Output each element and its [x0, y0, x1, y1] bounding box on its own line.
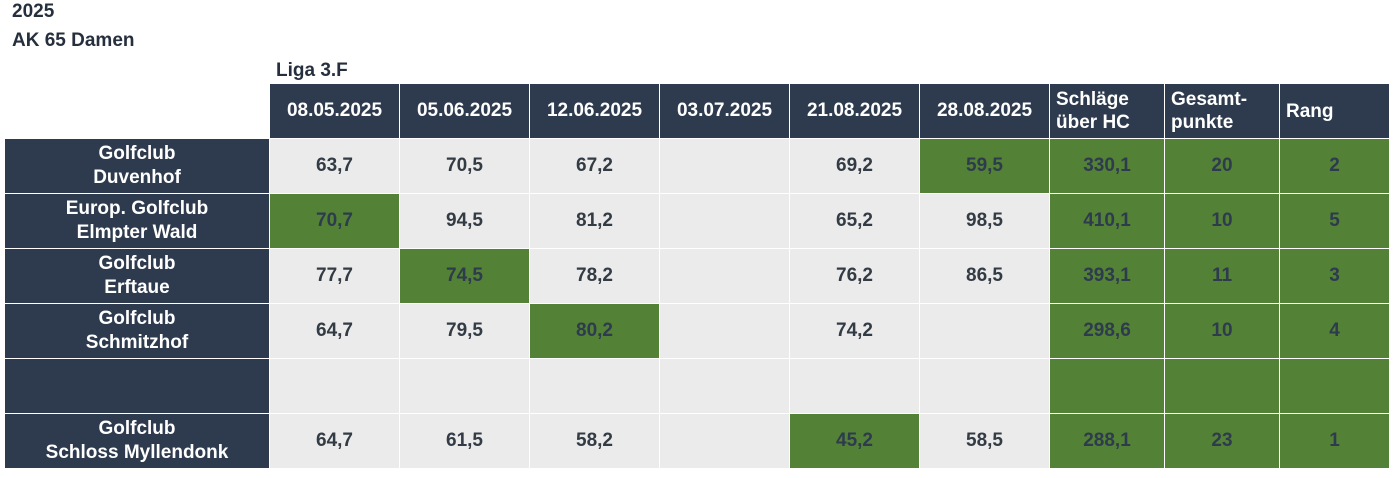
- header-row: 08.05.2025 05.06.2025 12.06.2025 03.07.2…: [4, 83, 1390, 139]
- points-cell: 10: [1164, 303, 1280, 359]
- club-name-line1: Golfclub: [98, 143, 176, 164]
- points-header-line1: Gesamt-: [1171, 89, 1248, 110]
- rank-cell: 5: [1279, 193, 1390, 249]
- date-header: 05.06.2025: [399, 83, 530, 139]
- club-name-line1: Golfclub: [98, 418, 176, 439]
- strokes-cell: [1049, 358, 1165, 414]
- club-name-line1: Golfclub: [98, 253, 176, 274]
- table-row: [4, 358, 1390, 414]
- best-score-cell: 74,5: [399, 248, 530, 304]
- club-name-line2: Erftaue: [104, 277, 170, 298]
- points-cell: [1164, 358, 1280, 414]
- strokes-cell: 410,1: [1049, 193, 1165, 249]
- table-row: Golfclub Erftaue 77,7 74,5 78,2 76,2 86,…: [4, 248, 1390, 304]
- score-cell: 63,7: [269, 138, 400, 194]
- score-cell: 58,2: [529, 413, 660, 469]
- points-header: Gesamt- punkte: [1164, 83, 1280, 139]
- score-cell: 67,2: [529, 138, 660, 194]
- club-name-line2: Elmpter Wald: [76, 222, 198, 243]
- score-cell: 70,5: [399, 138, 530, 194]
- table-row: Golfclub Duvenhof 63,7 70,5 67,2 69,2 59…: [4, 138, 1390, 194]
- score-cell: 64,7: [269, 303, 400, 359]
- club-name-line1: Golfclub: [98, 308, 176, 329]
- score-cell: 64,7: [269, 413, 400, 469]
- league-label: Liga 3.F: [276, 60, 348, 81]
- table-row: Golfclub Schmitzhof 64,7 79,5 80,2 74,2 …: [4, 303, 1390, 359]
- date-header: 12.06.2025: [529, 83, 660, 139]
- age-class-title: AK 65 Damen: [12, 30, 135, 51]
- score-cell: [659, 193, 790, 249]
- score-cell: [919, 303, 1050, 359]
- club-name: Europ. Golfclub Elmpter Wald: [4, 193, 270, 249]
- score-cell: 69,2: [789, 138, 920, 194]
- score-cell: 58,5: [919, 413, 1050, 469]
- date-header: 21.08.2025: [789, 83, 920, 139]
- score-cell: [919, 358, 1050, 414]
- corner-cell: [4, 83, 270, 139]
- score-cell: [659, 303, 790, 359]
- strokes-cell: 330,1: [1049, 138, 1165, 194]
- strokes-header-line2: über HC: [1056, 112, 1130, 133]
- club-name: Golfclub Schloss Myllendonk: [4, 413, 270, 469]
- points-cell: 20: [1164, 138, 1280, 194]
- club-name: [4, 358, 270, 414]
- rank-cell: 4: [1279, 303, 1390, 359]
- table-row: Golfclub Schloss Myllendonk 64,7 61,5 58…: [4, 413, 1390, 469]
- points-cell: 11: [1164, 248, 1280, 304]
- score-cell: [659, 248, 790, 304]
- score-cell: 78,2: [529, 248, 660, 304]
- score-cell: 79,5: [399, 303, 530, 359]
- score-cell: 65,2: [789, 193, 920, 249]
- results-table: 08.05.2025 05.06.2025 12.06.2025 03.07.2…: [4, 83, 1390, 469]
- strokes-cell: 298,6: [1049, 303, 1165, 359]
- score-cell: 74,2: [789, 303, 920, 359]
- points-cell: 10: [1164, 193, 1280, 249]
- best-score-cell: 80,2: [529, 303, 660, 359]
- best-score-cell: 70,7: [269, 193, 400, 249]
- score-cell: [789, 358, 920, 414]
- best-score-cell: 45,2: [789, 413, 920, 469]
- strokes-header-line1: Schläge: [1056, 89, 1129, 110]
- score-cell: 98,5: [919, 193, 1050, 249]
- rank-cell: 1: [1279, 413, 1390, 469]
- date-header: 08.05.2025: [269, 83, 400, 139]
- score-cell: 86,5: [919, 248, 1050, 304]
- club-name-line2: Schloss Myllendonk: [45, 442, 229, 463]
- strokes-header: Schläge über HC: [1049, 83, 1165, 139]
- rank-cell: [1279, 358, 1390, 414]
- rank-cell: 3: [1279, 248, 1390, 304]
- best-score-cell: 59,5: [919, 138, 1050, 194]
- club-name-line2: Duvenhof: [93, 167, 181, 188]
- score-cell: [269, 358, 400, 414]
- strokes-cell: 288,1: [1049, 413, 1165, 469]
- club-name-line1: Europ. Golfclub: [65, 198, 209, 219]
- club-name: Golfclub Erftaue: [4, 248, 270, 304]
- date-header: 28.08.2025: [919, 83, 1050, 139]
- club-name-line2: Schmitzhof: [85, 332, 189, 353]
- score-cell: [659, 358, 790, 414]
- club-name: Golfclub Duvenhof: [4, 138, 270, 194]
- score-cell: 76,2: [789, 248, 920, 304]
- rank-cell: 2: [1279, 138, 1390, 194]
- points-cell: 23: [1164, 413, 1280, 469]
- club-name: Golfclub Schmitzhof: [4, 303, 270, 359]
- score-cell: 77,7: [269, 248, 400, 304]
- date-header: 03.07.2025: [659, 83, 790, 139]
- season-year: 2025: [12, 1, 55, 22]
- table-row: Europ. Golfclub Elmpter Wald 70,7 94,5 8…: [4, 193, 1390, 249]
- score-cell: 61,5: [399, 413, 530, 469]
- strokes-cell: 393,1: [1049, 248, 1165, 304]
- score-cell: [659, 413, 790, 469]
- score-cell: [529, 358, 660, 414]
- score-cell: 81,2: [529, 193, 660, 249]
- points-header-line2: punkte: [1171, 112, 1234, 133]
- score-cell: 94,5: [399, 193, 530, 249]
- score-cell: [399, 358, 530, 414]
- score-cell: [659, 138, 790, 194]
- rank-header: Rang: [1279, 83, 1390, 139]
